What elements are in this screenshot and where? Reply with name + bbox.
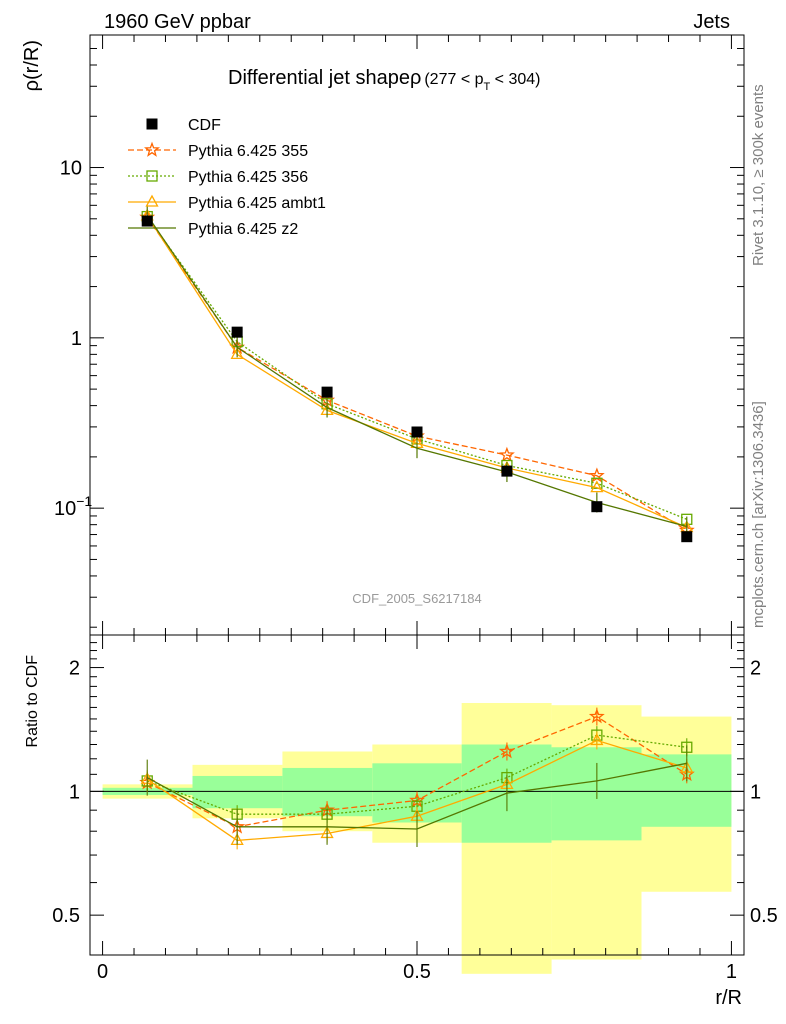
- y-axis-label-top: ρ(r/R): [21, 40, 43, 91]
- series-3-point: [590, 480, 604, 493]
- legend-series-1-marker: [144, 141, 160, 157]
- legend-series-2-marker: [146, 170, 158, 182]
- cdf-data-point: [231, 326, 243, 338]
- cdf-data-point: [501, 465, 513, 477]
- top-y-tick-label: 1: [71, 328, 82, 350]
- top-y-tick-label-sup: −1: [76, 493, 92, 509]
- legend-series-1-label: Pythia 6.425 355: [188, 143, 308, 160]
- chart-title-sub: (277 < p: [424, 71, 483, 88]
- chart-title-sub-index: T: [484, 81, 491, 93]
- chart-title: Differential jet shapeρ (277 < pT < 304): [228, 67, 541, 93]
- chart-title-sub-end: < 304): [490, 71, 540, 88]
- x-tick-label: 0.5: [403, 961, 431, 983]
- x-axis-label: r/R: [715, 987, 742, 1009]
- x-tick-label: 0: [97, 961, 108, 983]
- ratio-y-tick-label-left: 1: [69, 781, 80, 803]
- legend-series-3-label: Pythia 6.425 ambt1: [188, 195, 326, 212]
- mcplots-label: mcplots.cern.ch [arXiv:1306.3436]: [750, 401, 767, 628]
- chart-title-main: Differential jet shapeρ: [228, 67, 421, 89]
- top-y-tick-label-base: 10: [54, 498, 76, 520]
- y-axis-label-ratio: Ratio to CDF: [24, 655, 41, 748]
- energy-label: 1960 GeV ppbar: [104, 11, 251, 33]
- series-4-line: [146, 214, 687, 528]
- ratio-y-tick-label-left: 0.5: [52, 905, 80, 927]
- legend-cdf-marker: [146, 118, 158, 130]
- ratio-y-tick-label-left: 2: [69, 658, 80, 680]
- series-2-line: [146, 216, 688, 520]
- cdf-data-point: [591, 501, 603, 513]
- legend-series-3-marker: [145, 194, 159, 207]
- series-1-line: [146, 216, 688, 531]
- ratio-series-1-point: [588, 708, 605, 724]
- legend-series-4-label: Pythia 6.425 z2: [188, 221, 298, 238]
- ratio-series-1-point: [498, 743, 515, 759]
- x-tick-label: 1: [726, 961, 737, 983]
- legend-series-2-label: Pythia 6.425 356: [188, 169, 308, 186]
- ratio-y-tick-label-right: 0.5: [750, 905, 778, 927]
- ratio-y-tick-label-right: 2: [750, 658, 761, 680]
- analysis-id: CDF_2005_S6217184: [352, 591, 481, 606]
- cdf-data-point: [141, 215, 153, 227]
- ratio-band-inner: [192, 775, 283, 809]
- top-y-tick-label: 10−1: [54, 493, 92, 520]
- cdf-data-point: [321, 386, 333, 398]
- rivet-label: Rivet 3.1.10, ≥ 300k events: [750, 84, 767, 266]
- process-label: Jets: [693, 11, 730, 33]
- legend-cdf-label: CDF: [188, 117, 221, 134]
- series-1-point: [498, 446, 515, 462]
- series-3-point: [230, 347, 244, 360]
- ratio-y-tick-label-right: 1: [750, 781, 761, 803]
- top-y-tick-label-base: 1: [71, 328, 82, 350]
- top-y-tick-label-base: 10: [60, 158, 82, 180]
- cdf-data-point: [411, 426, 423, 438]
- top-y-tick-label: 10: [60, 158, 82, 180]
- ratio-series-3-point: [590, 733, 604, 746]
- cdf-data-point: [681, 531, 693, 543]
